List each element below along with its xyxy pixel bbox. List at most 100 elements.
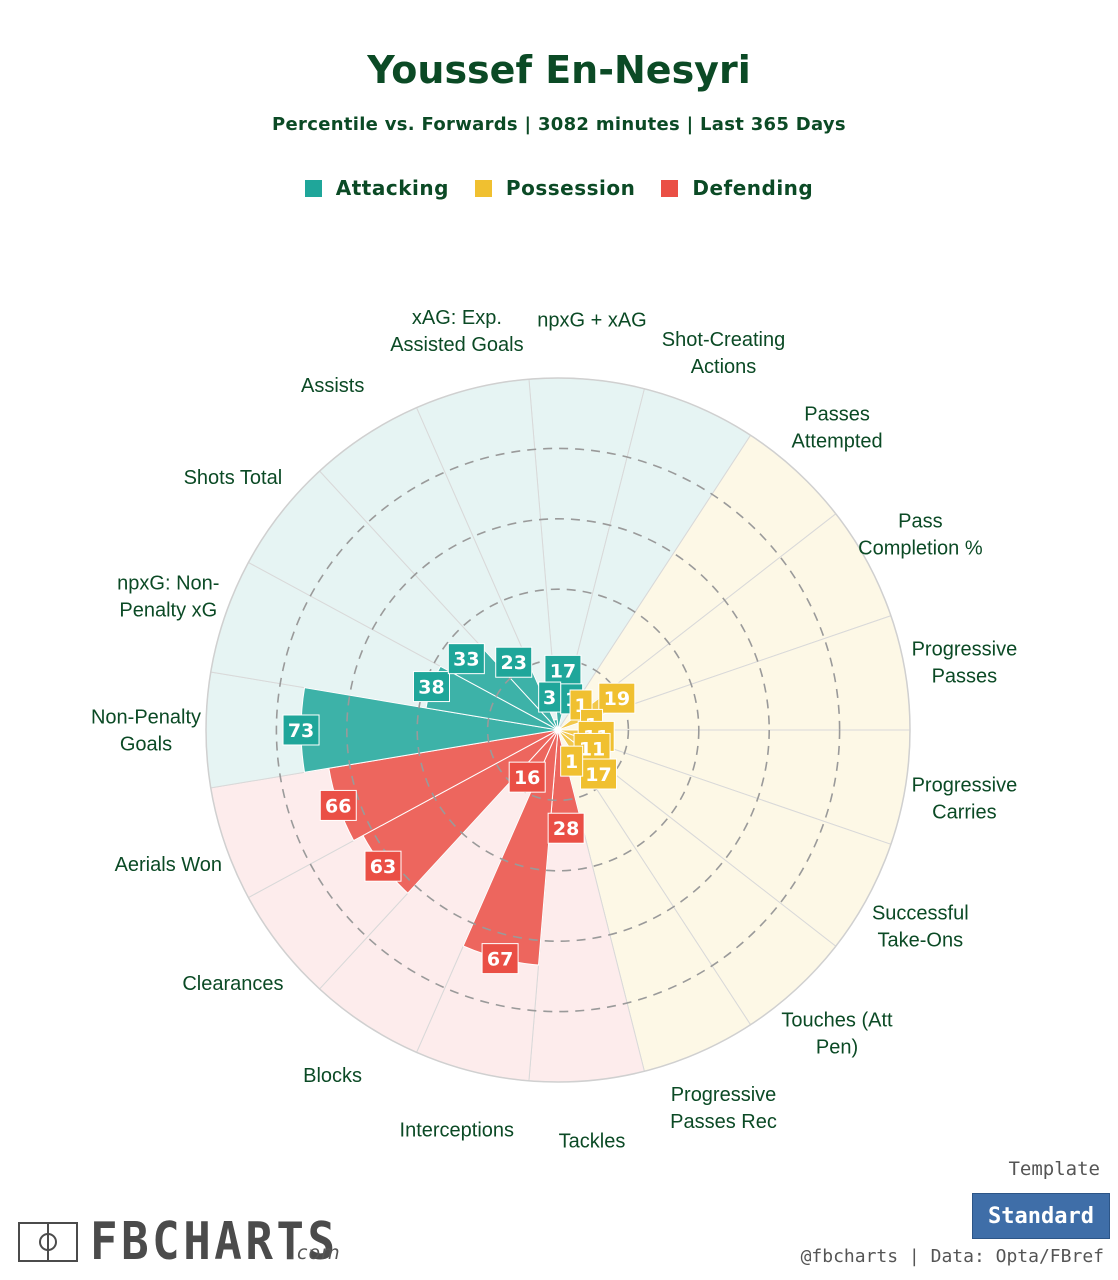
category-label: Tackles [559, 1131, 626, 1153]
value-box [538, 681, 562, 713]
legend-swatch-possession [474, 179, 492, 197]
category-label-line: Passes [804, 403, 870, 425]
value-label: 28 [553, 818, 579, 840]
category-label-line: Attempted [792, 430, 883, 452]
category-label-line: Shot-Creating [662, 329, 785, 351]
category-label: npxG + xAG [537, 309, 647, 331]
category-label: xAG: Exp. Assisted Goals [390, 307, 523, 356]
category-label-line: Carries [932, 801, 996, 823]
category-label-line: Tackles [559, 1131, 626, 1153]
value-label: 38 [418, 677, 444, 699]
category-label-line: npxG + xAG [537, 309, 647, 331]
value-box [560, 745, 584, 777]
category-label: npxG: Non- Penalty xG [117, 573, 219, 622]
value-label: 16 [514, 767, 540, 789]
legend-item-possession: Possession [474, 176, 635, 200]
category-label: Interceptions [400, 1119, 515, 1141]
category-label-line: Touches (Att [781, 1010, 893, 1032]
value-box [319, 789, 357, 821]
value-box [481, 943, 519, 975]
legend: Attacking Possession Defending [0, 176, 1118, 200]
category-label-line: Aerials Won [115, 854, 222, 876]
outer-ring [205, 377, 911, 1083]
category-label: Clearances [182, 973, 283, 995]
template-standard-button[interactable]: Standard [972, 1193, 1110, 1239]
category-label-line: Successful [872, 903, 969, 925]
value-box [508, 761, 546, 793]
category-label-line: Shots Total [184, 467, 283, 489]
value-box [495, 646, 533, 678]
category-label-line: Interceptions [400, 1119, 515, 1141]
value-box [447, 643, 485, 675]
category-label: Non-Penalty Goals [91, 707, 201, 756]
category-label-line: xAG: Exp. [412, 307, 502, 329]
category-label-line: Take-Ons [878, 930, 964, 952]
category-label-line: Goals [120, 734, 172, 756]
value-label: 67 [487, 949, 513, 971]
category-label-line: Assisted Goals [390, 334, 523, 356]
category-label-line: Progressive [671, 1084, 777, 1106]
value-label: 19 [604, 688, 630, 710]
value-box [282, 714, 320, 746]
grid-ring [345, 517, 770, 942]
fbcharts-logo: FBCHARTS [18, 1212, 372, 1272]
logo-text: FBCHARTS [90, 1212, 339, 1272]
value-box [544, 654, 582, 686]
bar [553, 718, 559, 731]
category-label-line: Progressive [912, 639, 1018, 661]
category-label-line: Pen) [816, 1037, 858, 1059]
value-box [598, 682, 636, 714]
legend-swatch-defending [661, 179, 679, 197]
category-label: Progressive Passes Rec [670, 1084, 777, 1133]
value-label: 66 [325, 795, 351, 817]
category-label: Successful Take-Ons [872, 903, 969, 952]
legend-label-attacking: Attacking [335, 176, 449, 200]
category-label: Progressive Carries [912, 774, 1018, 823]
value-box [412, 671, 450, 703]
value-label: 23 [500, 652, 526, 674]
grid-ring [486, 658, 630, 802]
value-label: 3 [543, 687, 556, 709]
category-label: Progressive Passes [912, 639, 1018, 688]
category-label: Touches (Att Pen) [781, 1010, 893, 1059]
grid-ring [275, 447, 841, 1013]
category-label-line: Passes Rec [670, 1111, 777, 1133]
grid-ring [416, 588, 700, 872]
category-label: Shot-Creating Actions [662, 329, 785, 378]
value-label: 63 [370, 856, 396, 878]
logo-suffix: .com [290, 1242, 341, 1264]
legend-item-defending: Defending [661, 176, 813, 200]
value-box [364, 850, 402, 882]
category-label: Pass Completion % [858, 510, 983, 559]
category-label-line: Penalty xG [119, 600, 217, 622]
value-label: 1 [565, 751, 578, 773]
value-label: 17 [585, 764, 611, 786]
data-credit: @fbcharts | Data: Opta/FBref [800, 1246, 1104, 1267]
category-label-line: Blocks [303, 1065, 362, 1087]
value-label: 11 [579, 738, 605, 760]
category-label-line: Assists [301, 375, 364, 397]
value-label: 17 [550, 660, 576, 682]
value-box [547, 812, 585, 844]
legend-item-attacking: Attacking [304, 176, 449, 200]
category-label-line: Progressive [912, 774, 1018, 796]
category-label-line: npxG: Non- [117, 573, 219, 595]
chart-title: Youssef En-Nesyri [367, 48, 751, 92]
category-label-line: Completion % [858, 537, 983, 559]
chart-subtitle: Percentile vs. Forwards | 3082 minutes |… [272, 114, 846, 135]
category-label-line: Passes [932, 666, 998, 688]
category-label-line: Non-Penalty [91, 707, 201, 729]
category-label: Shots Total [184, 467, 283, 489]
category-label-line: Clearances [182, 973, 283, 995]
category-label-line: Actions [691, 356, 757, 378]
legend-label-defending: Defending [692, 176, 814, 200]
category-label-line: Pass [898, 510, 942, 532]
value-label: 73 [288, 720, 314, 742]
value-label: 33 [453, 649, 479, 671]
category-label: Blocks [303, 1065, 362, 1087]
legend-swatch-attacking [304, 179, 322, 197]
pitch-icon [18, 1222, 78, 1262]
category-label: Aerials Won [115, 854, 222, 876]
template-label: Template [1008, 1158, 1100, 1180]
